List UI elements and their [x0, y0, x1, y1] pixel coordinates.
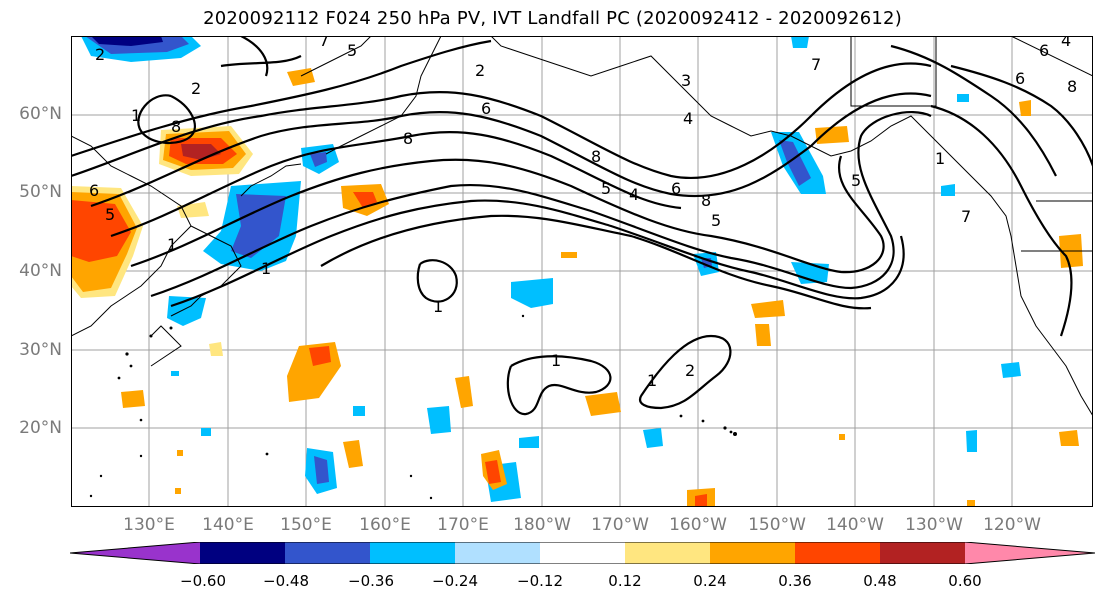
- contour-label: 1: [261, 259, 271, 278]
- colorbar-tick-label: 0.12: [608, 572, 642, 590]
- contour-label: 2: [475, 61, 485, 80]
- colorbar-segment-5: [540, 542, 625, 564]
- contour-label: 1: [935, 149, 945, 168]
- ivt-negative-shading: [81, 36, 1021, 502]
- graticule: [71, 36, 1093, 507]
- map-canvas: 2 2 1 5 7 2 6 3 4 8 5 8 6 4 5 1 1 1 1 2 …: [71, 36, 1093, 507]
- lat-label-50n: 50°N: [19, 182, 62, 202]
- contour-label: 6: [1015, 69, 1025, 88]
- contour-label: 1: [167, 235, 177, 254]
- map-panel: 2 2 1 5 7 2 6 3 4 8 5 8 6 4 5 1 1 1 1 2 …: [71, 36, 1093, 507]
- colorbar-segment-2: [285, 542, 370, 564]
- contour-label: 8: [403, 129, 413, 148]
- colorbar-tick-label: −0.60: [180, 572, 226, 590]
- colorbar-segment-6: [625, 542, 710, 564]
- colorbar-tick-label: 0.36: [778, 572, 812, 590]
- contour-label: 1: [647, 371, 657, 390]
- lon-label-130e: 130°E: [123, 515, 175, 535]
- lon-label-160e: 160°E: [359, 515, 411, 535]
- colorbar-segment-9: [880, 542, 965, 564]
- lon-label-180w: 180°W: [513, 515, 571, 535]
- lon-label-150e: 150°E: [280, 515, 332, 535]
- coastlines: [71, 36, 1093, 417]
- contour-label: 8: [1067, 77, 1077, 96]
- colorbar-tick-label: 0.60: [948, 572, 982, 590]
- contour-label: 6: [481, 99, 491, 118]
- islands: [89, 314, 737, 500]
- map-title: 2020092112 F024 250 hPa PV, IVT Landfall…: [203, 8, 902, 29]
- contour-label: 5: [347, 41, 357, 60]
- lat-label-20n: 20°N: [19, 418, 62, 438]
- colorbar-tick-label: −0.12: [517, 572, 563, 590]
- contour-label: 3: [681, 71, 691, 90]
- contour-label: 4: [683, 109, 693, 128]
- contour-label: 2: [191, 79, 201, 98]
- contour-label: 5: [711, 211, 721, 230]
- lon-label-140e: 140°E: [202, 515, 254, 535]
- contour-label: 4: [629, 185, 639, 204]
- colorbar-tick-label: 0.48: [863, 572, 897, 590]
- colorbar-tick-label: −0.36: [348, 572, 394, 590]
- lat-label-30n: 30°N: [19, 340, 62, 360]
- contour-label: 7: [319, 36, 329, 50]
- colorbar-segment-1: [200, 542, 285, 564]
- contour-label: 5: [601, 179, 611, 198]
- colorbar-segment-7: [710, 542, 795, 564]
- contour-label: 1: [551, 351, 561, 370]
- colorbar-segment-3: [370, 542, 455, 564]
- contour-label: 2: [95, 45, 105, 64]
- colorbar-segment-0: [70, 542, 200, 564]
- lat-label-60n: 60°N: [19, 104, 62, 124]
- contour-label: 2: [685, 361, 695, 380]
- pv-contours: [71, 36, 1093, 416]
- contour-label: 6: [1039, 41, 1049, 60]
- colorbar-tick-label: −0.48: [263, 572, 309, 590]
- colorbar-segment-4: [455, 542, 540, 564]
- contour-label: 6: [671, 179, 681, 198]
- lat-label-40n: 40°N: [19, 261, 62, 281]
- contour-label: 4: [1061, 36, 1071, 50]
- contour-label: 7: [811, 55, 821, 74]
- colorbar-segment-8: [795, 542, 880, 564]
- lon-label-170w: 170°W: [591, 515, 649, 535]
- colorbar-tick-label: −0.24: [432, 572, 478, 590]
- contour-label: 8: [591, 147, 601, 166]
- contour-label: 8: [171, 117, 181, 136]
- contour-label-group: 2 2 1 5 7 2 6 3 4 8 5 8 6 4 5 1 1 1 1 2 …: [89, 36, 1077, 390]
- contour-label: 7: [961, 207, 971, 226]
- contour-label: 5: [105, 205, 115, 224]
- lon-label-170e: 170°E: [437, 515, 489, 535]
- lon-label-130w: 130°W: [905, 515, 963, 535]
- contour-label: 6: [89, 181, 99, 200]
- contour-label: 8: [701, 191, 711, 210]
- lon-label-150w: 150°W: [748, 515, 806, 535]
- colorbar: [70, 542, 1095, 564]
- contour-label: 1: [433, 297, 443, 316]
- contour-label: 5: [851, 171, 861, 190]
- lon-label-120w: 120°W: [983, 515, 1041, 535]
- lon-label-140w: 140°W: [826, 515, 884, 535]
- lon-label-160w: 160°W: [669, 515, 727, 535]
- contour-label: 1: [131, 106, 141, 125]
- colorbar-tick-label: 0.24: [693, 572, 727, 590]
- colorbar-segment-10: [965, 542, 1095, 564]
